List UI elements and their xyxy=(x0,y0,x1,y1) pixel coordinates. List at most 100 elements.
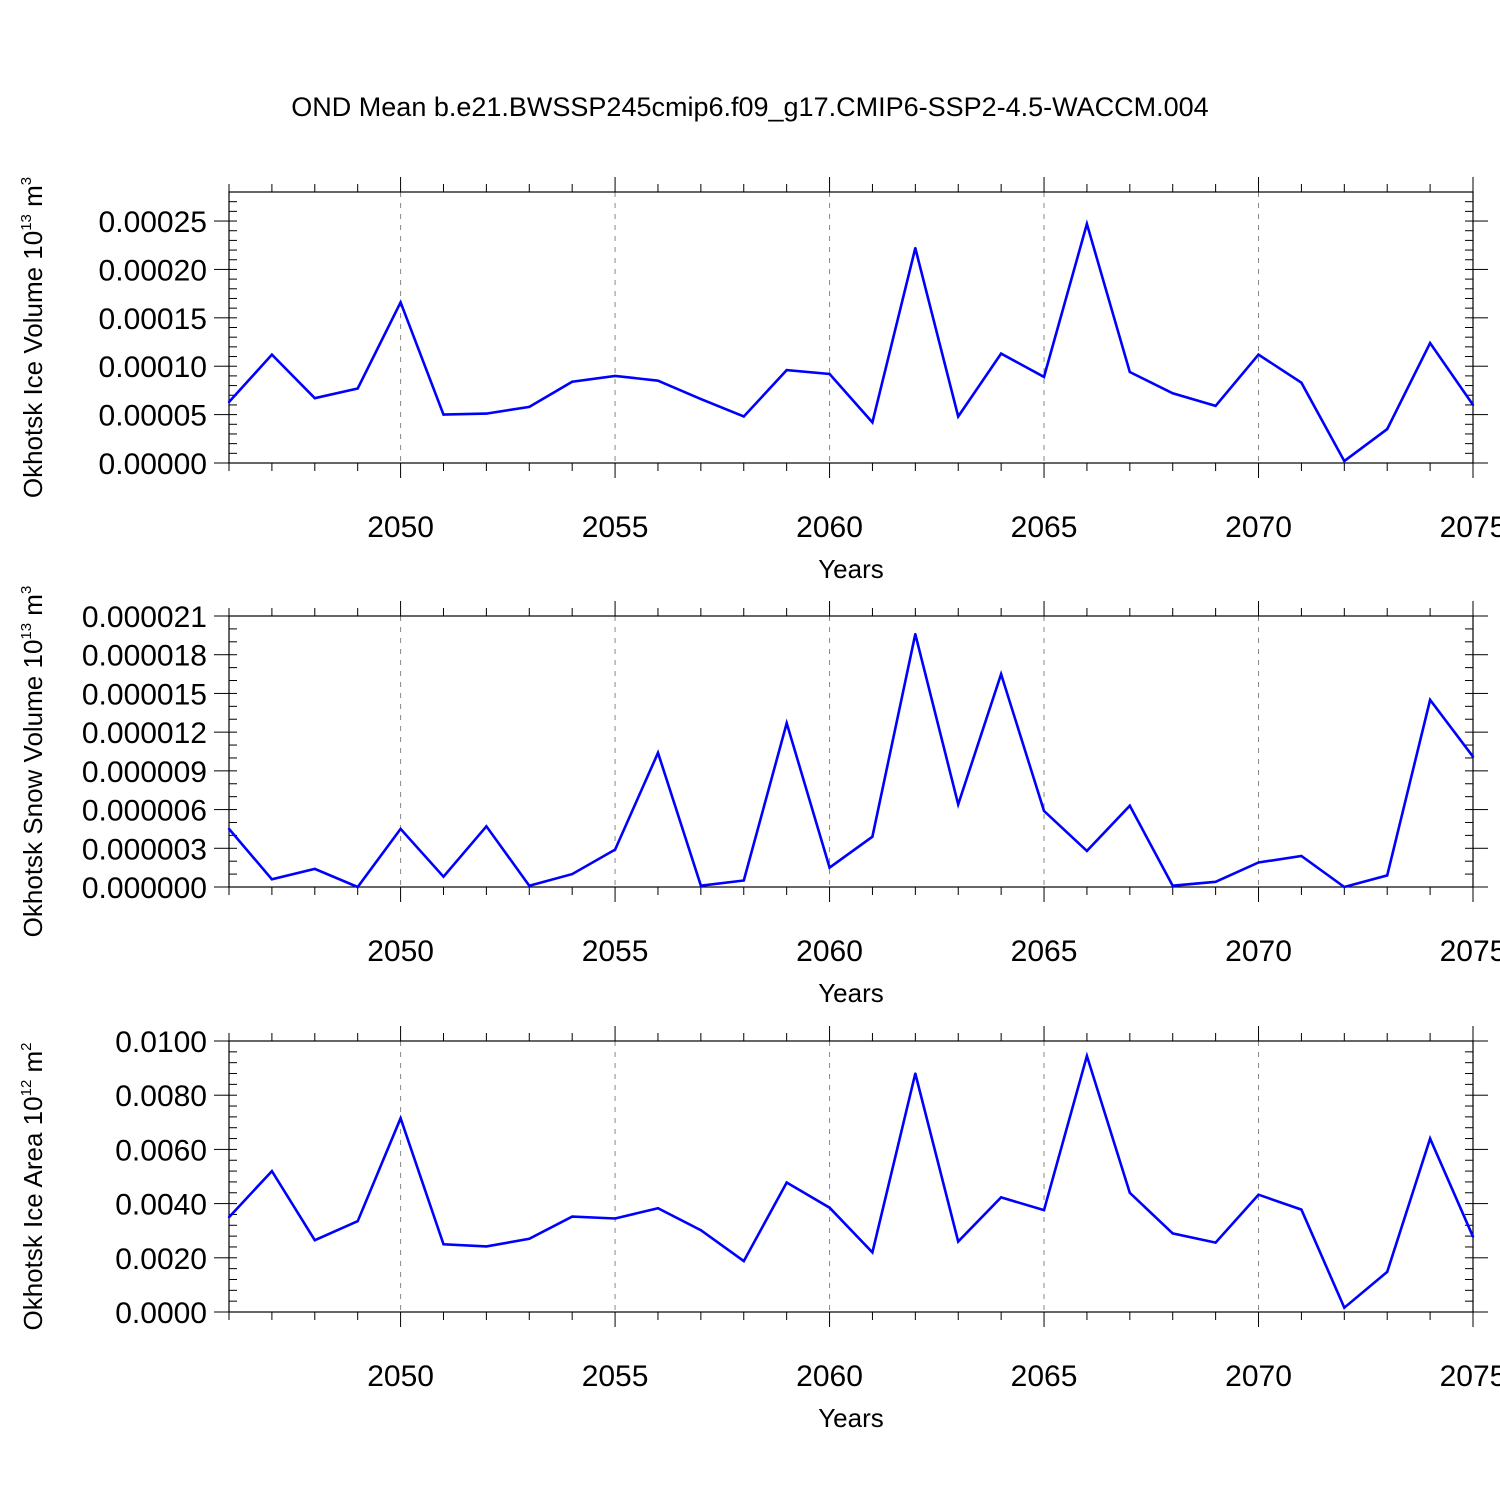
y-tick-label: 0.000015 xyxy=(82,678,207,711)
data-point xyxy=(1300,1208,1303,1211)
data-point xyxy=(1214,1241,1217,1244)
data-point xyxy=(1042,1208,1046,1212)
data-point xyxy=(828,372,831,376)
data-point xyxy=(227,827,231,831)
plot-frame xyxy=(228,1040,1474,1313)
y-axis-label-exponent: 13 xyxy=(18,214,35,231)
x-tick-label: 2060 xyxy=(796,935,863,968)
x-tick-label: 2065 xyxy=(1011,511,1078,544)
data-point xyxy=(1428,1137,1432,1140)
y-tick-label: 0.0020 xyxy=(115,1243,207,1276)
data-point xyxy=(313,1238,316,1242)
data-point xyxy=(914,632,917,636)
y-axis-label-text: Okhotsk Snow Volume 10 xyxy=(18,640,48,938)
y-tick-label: 0.000003 xyxy=(82,833,207,866)
data-point xyxy=(1386,874,1389,877)
data-point xyxy=(1386,1270,1389,1274)
y-tick-label: 0.000021 xyxy=(82,601,207,634)
y-axis-label-unit-exponent: 2 xyxy=(18,1042,35,1050)
data-point xyxy=(570,872,574,876)
data-point xyxy=(1257,861,1260,864)
data-point xyxy=(785,721,788,725)
data-point xyxy=(957,803,960,806)
series-line xyxy=(228,1051,1475,1310)
data-point xyxy=(442,413,445,416)
data-point xyxy=(356,1220,359,1223)
data-point xyxy=(1085,222,1089,226)
data-point xyxy=(528,1237,531,1241)
y-axis-label-unit: m xyxy=(18,1051,48,1080)
data-point xyxy=(999,672,1003,676)
data-point xyxy=(399,827,402,831)
y-tick-label: 0.00015 xyxy=(99,303,207,336)
data-point xyxy=(1042,809,1046,813)
data-point xyxy=(485,412,488,415)
x-tick-label: 2065 xyxy=(1011,1360,1078,1393)
data-point xyxy=(742,1259,745,1263)
data-point xyxy=(999,352,1003,355)
x-axis-label: Years xyxy=(818,554,884,584)
x-tick-label: 2075 xyxy=(1440,1360,1500,1393)
data-point xyxy=(313,867,316,871)
data-point xyxy=(1471,403,1475,407)
x-tick-label: 2070 xyxy=(1225,511,1292,544)
y-tick-label: 0.000012 xyxy=(82,717,207,750)
x-tick-label: 2065 xyxy=(1011,935,1078,968)
data-point xyxy=(313,396,316,400)
data-point xyxy=(699,884,703,887)
y-tick-label: 0.00025 xyxy=(99,206,207,239)
data-point xyxy=(957,1240,960,1243)
data-point xyxy=(1471,1235,1475,1238)
data-point xyxy=(699,397,703,401)
y-axis-label-text: Okhotsk Ice Volume 10 xyxy=(18,231,48,498)
data-point xyxy=(656,751,660,754)
data-point xyxy=(1171,1232,1174,1235)
data-point xyxy=(485,825,488,828)
data-point xyxy=(656,1207,660,1210)
data-point xyxy=(914,1072,917,1075)
x-tick-label: 2050 xyxy=(367,1360,434,1393)
data-point xyxy=(1171,884,1174,887)
x-tick-label: 2075 xyxy=(1440,935,1500,968)
y-tick-label: 0.00000 xyxy=(99,448,207,481)
y-axis-label-unit-exponent: 3 xyxy=(18,177,35,185)
data-point xyxy=(528,405,531,409)
data-point xyxy=(1171,392,1174,395)
y-axis-label: Okhotsk Ice Volume 1013 m3 xyxy=(18,177,48,498)
data-point xyxy=(442,875,445,878)
data-point xyxy=(1300,381,1303,384)
y-axis-label-text: Okhotsk Ice Area 10 xyxy=(18,1096,48,1330)
y-axis-label-unit: m xyxy=(18,594,48,623)
data-point xyxy=(828,866,831,869)
data-point xyxy=(742,879,745,882)
y-tick-label: 0.0100 xyxy=(115,1026,207,1059)
data-point xyxy=(227,1215,231,1219)
y-tick-label: 0.00005 xyxy=(99,400,207,433)
x-tick-label: 2060 xyxy=(796,1360,863,1393)
data-point xyxy=(613,848,617,851)
y-axis-label-exponent: 13 xyxy=(18,623,35,640)
y-axis-label: Okhotsk Ice Area 1012 m2 xyxy=(18,1042,48,1330)
data-point xyxy=(1257,353,1260,356)
data-point xyxy=(270,1169,274,1173)
data-point xyxy=(871,1251,874,1254)
x-tick-label: 2055 xyxy=(582,1360,649,1393)
x-tick-label: 2070 xyxy=(1225,1360,1292,1393)
chart-panel-2: 0.000000 0.000003 0.000006 0.000009 0.000012… xyxy=(18,586,1500,1008)
data-point xyxy=(1343,885,1346,889)
y-tick-label: 0.000006 xyxy=(82,795,207,828)
data-point xyxy=(742,415,745,418)
x-tick-label: 2055 xyxy=(582,511,649,544)
data-point xyxy=(227,400,231,404)
y-tick-label: 0.000009 xyxy=(82,756,207,789)
data-point xyxy=(1386,427,1389,431)
data-point xyxy=(1343,1306,1346,1309)
data-point xyxy=(1428,698,1432,702)
data-point xyxy=(1471,755,1475,758)
y-tick-label: 0.000018 xyxy=(82,640,207,673)
x-tick-label: 2070 xyxy=(1225,935,1292,968)
data-point xyxy=(356,885,359,889)
x-tick-label: 2060 xyxy=(796,511,863,544)
chart-panels: 0.00000 0.00005 0.00010 0.00015 0.00020 0.000… xyxy=(18,177,1500,1433)
